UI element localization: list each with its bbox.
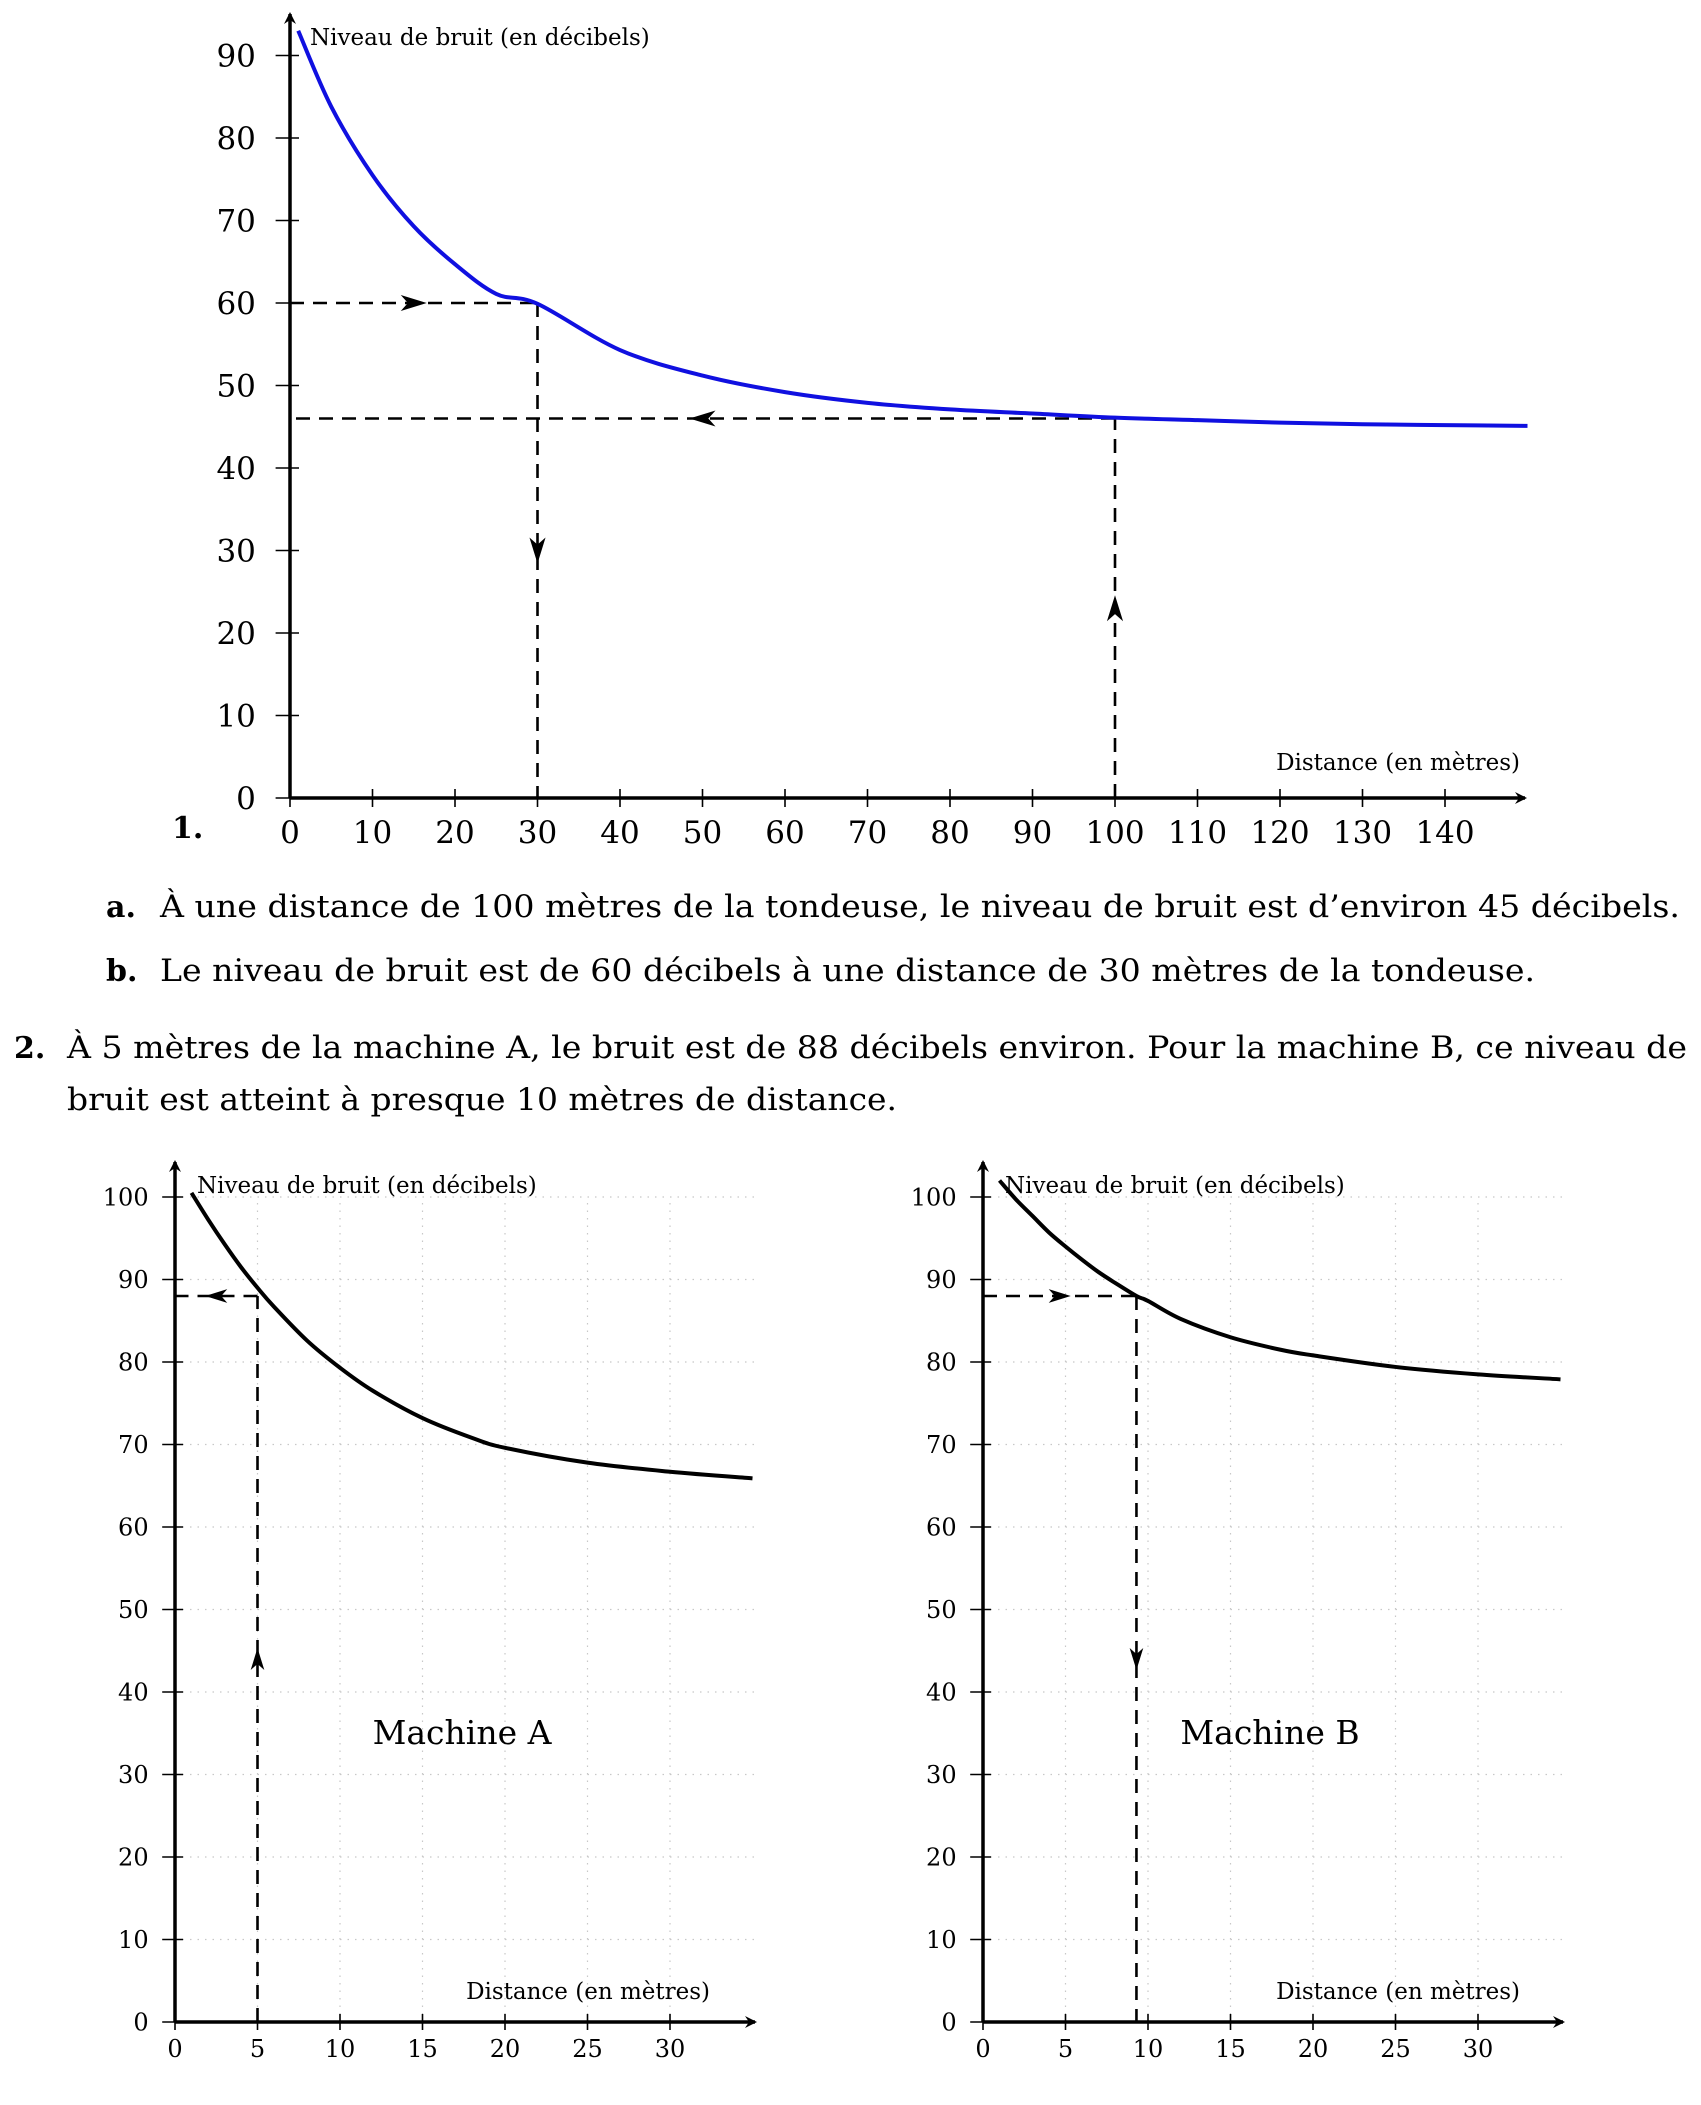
x-tick-label: 0 xyxy=(167,2035,182,2063)
x-axis-label: Distance (en mètres) xyxy=(1276,750,1520,776)
x-tick-label: 0 xyxy=(975,2035,990,2063)
x-tick-label: 20 xyxy=(490,2035,521,2063)
item-a-letter: a. xyxy=(106,890,136,925)
y-tick-label: 100 xyxy=(103,1183,149,1211)
x-tick-label: 15 xyxy=(1215,2035,1246,2063)
y-tick-label: 10 xyxy=(118,1926,149,1954)
series-line xyxy=(296,29,1528,428)
y-tick-label: 0 xyxy=(133,2008,148,2036)
item-a-text: À une distance de 100 mètres de la tonde… xyxy=(159,887,1680,925)
chart-machine-a: 0 5 10 15 20 25 30 0 10 20 30 40 50 60 70 80 90 100 Niveau… xyxy=(103,1160,757,2063)
chart-mower: 0 10 20 30 40 50 60 70 80 90 100 110 120 130 140 0 10 20 3… xyxy=(216,12,1528,851)
guide-arrow xyxy=(689,410,716,427)
x-tick-label: 0 xyxy=(280,815,300,851)
y-tick-label: 50 xyxy=(926,1596,957,1624)
x-tick-label: 80 xyxy=(930,815,969,851)
y-tick-label: 40 xyxy=(216,451,255,487)
guide-arrow xyxy=(1106,595,1124,622)
question-2-number: 2. xyxy=(14,1031,45,1066)
guide-arrow xyxy=(400,294,427,312)
y-tick-label: 0 xyxy=(941,2008,956,2036)
x-tick-label: 70 xyxy=(848,815,887,851)
y-tick-label: 90 xyxy=(118,1266,149,1294)
y-tick-label: 80 xyxy=(926,1348,957,1376)
guide-arrow xyxy=(1129,1648,1144,1670)
y-tick-label: 20 xyxy=(216,616,255,652)
y-tick-label: 0 xyxy=(236,781,256,817)
y-axis-label: Niveau de bruit (en décibels) xyxy=(197,1173,537,1199)
y-tick-label: 40 xyxy=(926,1678,957,1706)
y-tick-label: 90 xyxy=(926,1266,957,1294)
guide-arrow xyxy=(529,537,546,564)
y-tick-label: 80 xyxy=(118,1348,149,1376)
guide-arrow xyxy=(205,1289,228,1303)
y-axis-label: Niveau de bruit (en décibels) xyxy=(1005,1173,1345,1199)
y-tick-label: 10 xyxy=(216,698,255,734)
x-tick-label: 60 xyxy=(765,815,804,851)
x-tick-label: 10 xyxy=(353,815,392,851)
y-tick-label: 90 xyxy=(216,38,255,74)
y-tick-label: 60 xyxy=(216,286,255,322)
series-line xyxy=(997,1179,1561,1382)
y-tick-label: 80 xyxy=(216,121,255,157)
question-2-line-2: bruit est atteint à presque 10 mètres de… xyxy=(67,1082,897,1118)
x-tick-label: 140 xyxy=(1415,815,1474,851)
x-tick-label: 30 xyxy=(655,2035,686,2063)
y-tick-label: 70 xyxy=(926,1431,957,1459)
item-b-letter: b. xyxy=(106,954,137,989)
guide-arrow xyxy=(1048,1289,1071,1303)
chart-title: Machine A xyxy=(373,1713,553,1752)
y-tick-label: 100 xyxy=(911,1183,957,1211)
guide-arrow xyxy=(250,1648,265,1670)
x-tick-label: 5 xyxy=(1058,2035,1073,2063)
x-tick-label: 20 xyxy=(435,815,474,851)
y-tick-label: 10 xyxy=(926,1926,957,1954)
y-tick-label: 40 xyxy=(118,1678,149,1706)
y-axis-label: Niveau de bruit (en décibels) xyxy=(310,25,650,51)
question-1-number: 1. xyxy=(172,811,203,846)
x-tick-label: 10 xyxy=(1133,2035,1164,2063)
y-tick-label: 30 xyxy=(926,1761,957,1789)
chart-title: Machine B xyxy=(1180,1713,1359,1752)
y-tick-label: 30 xyxy=(118,1761,149,1789)
y-tick-label: 60 xyxy=(118,1513,149,1541)
x-tick-label: 15 xyxy=(407,2035,438,2063)
x-tick-label: 10 xyxy=(325,2035,356,2063)
x-tick-label: 20 xyxy=(1298,2035,1329,2063)
y-tick-label: 60 xyxy=(926,1513,957,1541)
x-tick-label: 90 xyxy=(1013,815,1052,851)
x-axis-label: Distance (en mètres) xyxy=(1276,1979,1520,2005)
y-tick-label: 20 xyxy=(118,1843,149,1871)
y-tick-label: 70 xyxy=(216,203,255,239)
x-tick-label: 25 xyxy=(572,2035,603,2063)
question-2-line-1: À 5 mètres de la machine A, le bruit est… xyxy=(66,1028,1687,1066)
x-tick-label: 110 xyxy=(1168,815,1227,851)
x-tick-label: 30 xyxy=(1463,2035,1494,2063)
x-tick-label: 50 xyxy=(683,815,722,851)
series-line xyxy=(189,1191,753,1481)
chart-machine-b: 0 5 10 15 20 25 30 0 10 20 30 40 50 60 70 80 90 100 Niveau… xyxy=(911,1160,1565,2063)
x-tick-label: 25 xyxy=(1380,2035,1411,2063)
x-tick-label: 130 xyxy=(1333,815,1392,851)
x-tick-label: 100 xyxy=(1085,815,1144,851)
y-tick-label: 20 xyxy=(926,1843,957,1871)
x-tick-label: 120 xyxy=(1250,815,1309,851)
x-tick-label: 5 xyxy=(250,2035,265,2063)
y-tick-label: 50 xyxy=(118,1596,149,1624)
y-tick-label: 50 xyxy=(216,368,255,404)
x-tick-label: 30 xyxy=(518,815,557,851)
y-tick-label: 30 xyxy=(216,533,255,569)
item-b-text: Le niveau de bruit est de 60 décibels à … xyxy=(160,953,1535,989)
x-tick-label: 40 xyxy=(600,815,639,851)
y-tick-label: 70 xyxy=(118,1431,149,1459)
x-axis-label: Distance (en mètres) xyxy=(466,1979,710,2005)
